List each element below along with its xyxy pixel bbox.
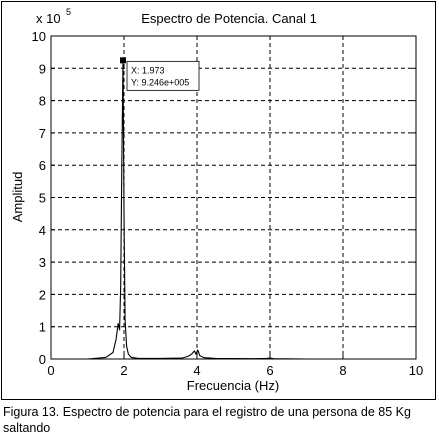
y-tick-label: 5: [39, 191, 46, 206]
chart-title: Espectro de Potencia. Canal 1: [141, 11, 317, 26]
y-multiplier-exponent: 5: [66, 7, 71, 17]
y-tick-label: 3: [39, 255, 46, 270]
datatip: X: 1.973 Y: 9.246e+005: [120, 57, 200, 91]
x-tick-label: 10: [409, 363, 423, 378]
x-tick-label: 6: [266, 363, 273, 378]
x-tick-label: 8: [339, 363, 346, 378]
datatip-x-label: X: 1.973: [131, 65, 165, 75]
series-layer: [51, 59, 416, 360]
x-axis-label: Frecuencia (Hz): [187, 378, 279, 393]
spectrum-line: [51, 59, 416, 360]
y-axis-label: Amplitud: [10, 172, 25, 223]
x-tick-label: 0: [47, 363, 54, 378]
datatip-marker: [120, 57, 127, 64]
y-tick-label: 6: [39, 158, 46, 173]
power-spectrum-chart: Espectro de Potencia. Canal 1 x 10 5 Fre…: [10, 7, 424, 393]
grid-lines: [51, 36, 416, 359]
y-tick-label: 10: [32, 29, 46, 44]
x-tick-label: 2: [120, 363, 127, 378]
x-tick-label: 4: [193, 363, 200, 378]
y-tick-label: 2: [39, 287, 46, 302]
datatip-y-label: Y: 9.246e+005: [131, 77, 189, 87]
y-tick-label: 8: [39, 94, 46, 109]
y-tick-label: 0: [39, 352, 46, 367]
y-tick-label: 7: [39, 126, 46, 141]
y-tick-label: 1: [39, 320, 46, 335]
y-multiplier-label: x 10: [36, 11, 61, 26]
axis-ticks: 0 2 4 6 8 10 0 1 2 3 4 5 6 7 8 9 10: [32, 29, 424, 378]
y-tick-label: 9: [39, 61, 46, 76]
y-tick-label: 4: [39, 223, 46, 238]
datatip-box: [126, 60, 200, 91]
figure-caption: Figura 13. Espectro de potencia para el …: [3, 405, 411, 435]
figure-window: Espectro de Potencia. Canal 1 x 10 5 Fre…: [1, 1, 436, 400]
